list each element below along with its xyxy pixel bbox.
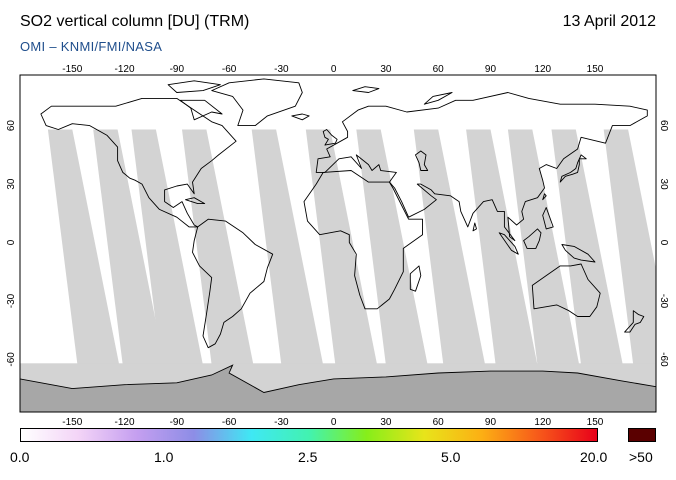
missing-swath-0 bbox=[47, 129, 120, 366]
missing-swath-8 bbox=[466, 129, 538, 366]
missing-swath-5 bbox=[305, 129, 378, 366]
colorbar-label-0: 0.0 bbox=[10, 449, 30, 465]
missing-swath-1 bbox=[93, 129, 165, 366]
map-date: 13 April 2012 bbox=[562, 13, 656, 30]
missing-swath-9 bbox=[507, 129, 580, 366]
colorbar-label-2: 2.5 bbox=[298, 449, 318, 465]
coastline-ellesmere-island bbox=[167, 80, 221, 93]
lon-tick-top-3: -60 bbox=[222, 64, 237, 75]
lon-tick-bottom-10: 150 bbox=[587, 417, 604, 428]
coastline-borneo bbox=[523, 228, 542, 249]
lat-tick-left-4: -60 bbox=[6, 352, 17, 367]
coastline-philippines bbox=[542, 207, 554, 230]
coastline-eurasia bbox=[315, 92, 648, 242]
missing-swath-4 bbox=[251, 129, 324, 366]
coastline-australia bbox=[531, 263, 601, 317]
coastline-svalbard bbox=[352, 86, 380, 93]
lon-tick-top-1: -120 bbox=[115, 64, 135, 75]
coastline-africa bbox=[303, 170, 423, 310]
lon-tick-bottom-6: 30 bbox=[380, 417, 392, 428]
coastline-caspian-sea bbox=[415, 150, 429, 171]
coastline-novaya-zemlya bbox=[423, 92, 453, 105]
lon-tick-bottom-8: 90 bbox=[485, 417, 497, 428]
colorbar-label-4: 20.0 bbox=[580, 449, 608, 465]
colorbar-label-1: 1.0 bbox=[154, 449, 174, 465]
lat-tick-right-1: 30 bbox=[658, 179, 669, 191]
coastline-new-guinea bbox=[561, 244, 596, 263]
coastline-japan bbox=[559, 154, 587, 183]
colorbar bbox=[20, 428, 598, 442]
coastline-great-britain bbox=[322, 129, 338, 146]
lat-tick-right-3: -30 bbox=[658, 294, 669, 309]
coastline-sumatra bbox=[498, 232, 519, 255]
colorbar-label-3: 5.0 bbox=[441, 449, 461, 465]
missing-swath-3 bbox=[182, 129, 254, 366]
map-title: SO2 vertical column [DU] (TRM) bbox=[20, 13, 250, 30]
coastline-iceland bbox=[291, 113, 310, 121]
missing-data-swaths bbox=[47, 129, 656, 366]
lat-tick-left-0: 60 bbox=[6, 120, 17, 132]
missing-swath-11 bbox=[603, 129, 656, 366]
lon-tick-top-10: 150 bbox=[587, 64, 604, 75]
colorbar-label-over: >50 bbox=[629, 449, 653, 465]
antarctica bbox=[20, 364, 656, 412]
lat-tick-left-3: -30 bbox=[6, 293, 17, 308]
lon-tick-bottom-9: 120 bbox=[534, 417, 551, 428]
lon-tick-bottom-3: -60 bbox=[222, 417, 237, 428]
lon-tick-top-0: -150 bbox=[62, 64, 82, 75]
lon-tick-top-7: 60 bbox=[433, 64, 445, 75]
lon-tick-bottom-2: -90 bbox=[170, 417, 185, 428]
missing-swath-7 bbox=[413, 129, 486, 366]
coastline-south-america bbox=[192, 218, 274, 349]
coastline-cuba bbox=[185, 197, 206, 205]
map-frame bbox=[19, 74, 657, 413]
coastlines bbox=[40, 78, 648, 349]
lat-tick-right-2: 0 bbox=[658, 240, 669, 246]
antarctic-gap bbox=[20, 363, 656, 412]
lon-tick-top-9: 120 bbox=[534, 64, 551, 75]
lat-tick-right-0: 60 bbox=[658, 120, 669, 132]
lon-tick-bottom-0: -150 bbox=[62, 417, 82, 428]
lat-tick-right-4: -60 bbox=[658, 352, 669, 367]
lon-tick-bottom-4: -30 bbox=[274, 417, 289, 428]
lon-tick-top-4: -30 bbox=[274, 64, 289, 75]
lon-tick-bottom-5: 0 bbox=[331, 417, 337, 428]
lon-tick-top-8: 90 bbox=[485, 64, 497, 75]
coastline-baffin-island bbox=[179, 99, 223, 121]
missing-swath-6 bbox=[356, 129, 428, 366]
lon-tick-top-6: 30 bbox=[380, 64, 392, 75]
colorbar-over-swatch bbox=[628, 428, 656, 442]
lon-tick-top-2: -90 bbox=[170, 64, 185, 75]
coastline-sri-lanka bbox=[472, 222, 477, 232]
coastline-new-zealand bbox=[624, 310, 645, 333]
lat-tick-left-2: 0 bbox=[6, 239, 17, 245]
lon-tick-top-5: 0 bbox=[331, 64, 337, 75]
coastline-madagascar bbox=[409, 265, 422, 292]
coastline-greenland bbox=[211, 78, 303, 127]
data-credit: OMI – KNMI/FMI/NASA bbox=[20, 39, 163, 54]
lon-tick-bottom-1: -120 bbox=[115, 417, 135, 428]
lon-tick-bottom-7: 60 bbox=[433, 417, 445, 428]
lat-tick-left-1: 30 bbox=[6, 178, 17, 190]
missing-swath-2 bbox=[131, 129, 203, 366]
coastline-taiwan bbox=[542, 193, 547, 201]
missing-swath-10 bbox=[551, 129, 623, 366]
